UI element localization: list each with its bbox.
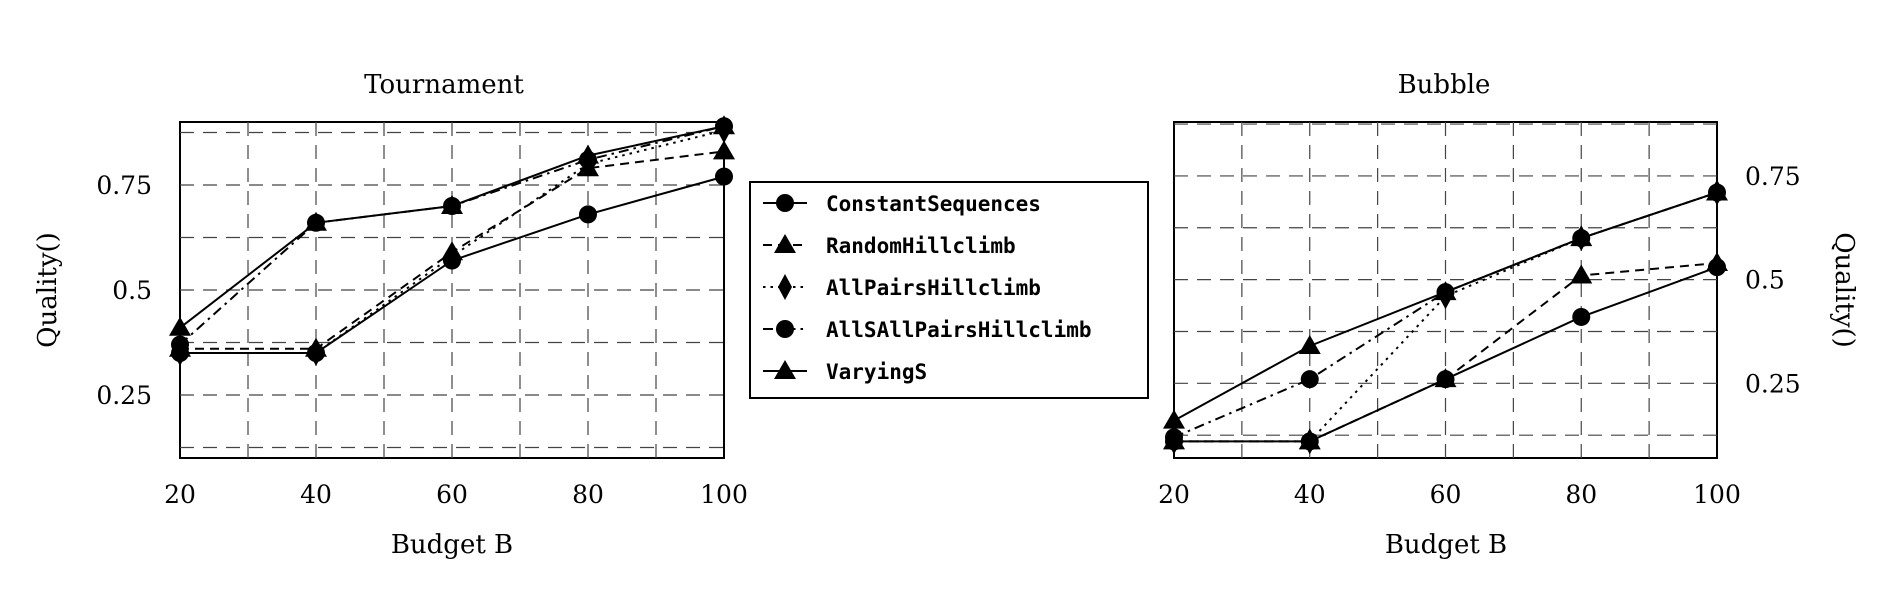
bubble-grid [1174, 122, 1717, 458]
tournament-tick-labels: 20 40 60 80 100 0.25 0.5 0.75 [96, 171, 748, 509]
tournament-y-axis-label: Quality() [33, 232, 63, 348]
bubble-point-varying-s [1298, 335, 1321, 354]
legend-marker-constant-sequences [776, 194, 794, 212]
legend-label-all-sall-pairs-hillclimb: AllSAllPairsHillclimb [826, 318, 1092, 342]
tournament-y-tick-label: 0.5 [112, 276, 152, 305]
bubble-point-varying-s [1163, 409, 1185, 429]
tournament-point-constant-sequences [579, 205, 597, 224]
tournament-x-axis-label-text: Budget B [391, 530, 513, 560]
tournament-point-varying-s [441, 195, 463, 214]
bubble-point-varying-s [1570, 227, 1593, 247]
tournament-x-axis-label: Budget B [391, 530, 513, 560]
tournament-point-random-hillclimb [713, 140, 735, 160]
legend-box [749, 181, 1149, 399]
tournament-grid [180, 122, 724, 458]
tournament-y-tick-label: 0.75 [96, 171, 152, 200]
bubble-point-random-hillclimb [1434, 368, 1457, 388]
bubble-chart: Bubble 20 40 60 80 100 0.25 0.5 0.75 Budget B Q… [1158, 70, 1859, 560]
bubble-x-tick-label: 100 [1693, 480, 1741, 509]
tournament-point-constant-sequences [715, 167, 733, 186]
tournament-x-tick-label: 40 [300, 480, 332, 509]
legend-label-all-pairs-hillclimb: AllPairsHillclimb [826, 276, 1041, 300]
legend-label-constant-sequences: ConstantSequences [826, 192, 1041, 216]
legend-items: ConstantSequences RandomHillclimb AllPairs… [763, 192, 1092, 384]
bubble-point-random-hillclimb [1570, 264, 1593, 284]
legend: ConstantSequences RandomHillclimb AllPairs… [749, 181, 1149, 399]
bubble-x-tick-label: 80 [1565, 480, 1597, 509]
tournament-x-tick-label: 60 [436, 480, 468, 509]
bubble-x-axis-label: Budget B [1385, 530, 1507, 560]
legend-label-varying-s: VaryingS [826, 360, 927, 384]
tournament-series [169, 115, 735, 366]
bubble-x-tick-label: 20 [1158, 480, 1190, 509]
tournament-point-varying-s [713, 115, 735, 135]
bubble-line-all-pairs-hillclimb [1174, 191, 1718, 443]
bubble-point-all-sall-pairs-hillclimb [1165, 428, 1183, 447]
tournament-chart: Tournament 20 40 60 80 100 0.25 0.5 0.75 Budget… [33, 70, 748, 560]
bubble-x-tick-label: 60 [1430, 480, 1462, 509]
bubble-x-axis-label-text: Budget B [1385, 530, 1507, 560]
legend-label-random-hillclimb: RandomHillclimb [826, 234, 1016, 258]
tournament-point-all-pairs-hillclimb [309, 340, 323, 366]
legend-marker-all-sall-pairs-hillclimb [776, 320, 794, 338]
tournament-point-all-pairs-hillclimb [445, 243, 459, 270]
tournament-y-tick-label: 0.25 [96, 381, 152, 410]
tournament-point-varying-s [577, 144, 599, 164]
legend-marker-all-pairs-hillclimb [778, 274, 792, 300]
tournament-x-tick-label: 20 [164, 480, 196, 509]
bubble-point-random-hillclimb [1706, 252, 1728, 272]
bubble-chart-title: Bubble [1398, 70, 1491, 100]
bubble-x-tick-label: 40 [1294, 480, 1326, 509]
bubble-point-all-sall-pairs-hillclimb [1300, 370, 1319, 389]
bubble-tick-labels: 20 40 60 80 100 0.25 0.5 0.75 [1158, 162, 1801, 509]
bubble-y-tick-label: 0.5 [1745, 266, 1785, 295]
tournament-point-varying-s [169, 316, 191, 336]
tournament-point-varying-s [305, 211, 327, 231]
tournament-x-tick-label: 100 [700, 480, 748, 509]
bubble-point-varying-s [1706, 181, 1728, 201]
bubble-y-tick-label: 0.25 [1745, 369, 1801, 398]
bubble-y-axis-label: Quality() [1829, 232, 1859, 348]
bubble-y-tick-label: 0.75 [1745, 162, 1801, 191]
bubble-series [1163, 179, 1728, 455]
tournament-x-tick-label: 80 [572, 480, 604, 509]
tournament-point-all-sall-pairs-hillclimb [171, 335, 189, 354]
tournament-chart-title: Tournament [364, 70, 524, 100]
bubble-point-all-pairs-hillclimb [1302, 428, 1317, 455]
bubble-point-varying-s [1434, 281, 1457, 301]
bubble-point-constant-sequences [1572, 307, 1591, 326]
tournament-line-all-pairs-hillclimb [180, 129, 725, 354]
legend-marker-varying-s [774, 360, 796, 379]
legend-marker-random-hillclimb [774, 234, 796, 253]
